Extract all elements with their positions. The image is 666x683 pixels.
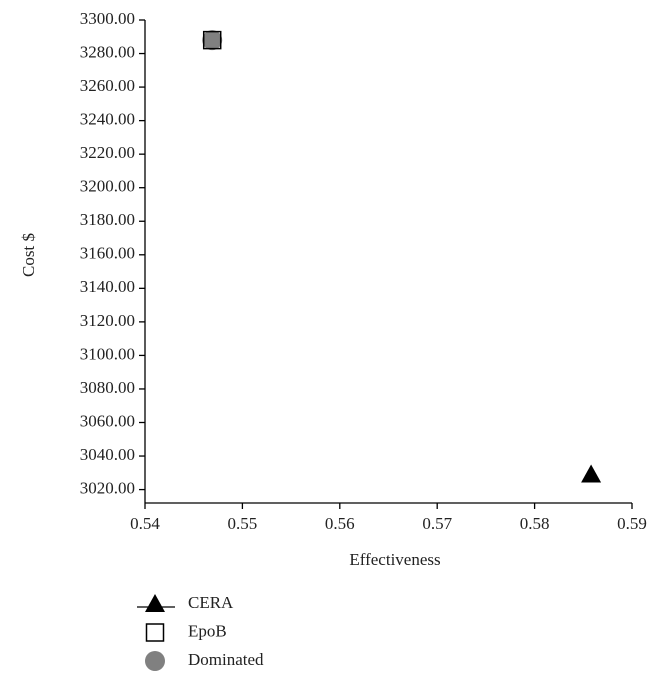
legend-marker (145, 623, 165, 642)
y-tick-label: 3180.00 (80, 210, 135, 229)
y-tick-label: 3300.00 (80, 9, 135, 28)
legend-marker (145, 651, 165, 671)
y-tick-label: 3100.00 (80, 344, 135, 363)
point (202, 30, 223, 51)
y-tick-label: 3200.00 (80, 177, 135, 196)
y-tick-label: 3160.00 (80, 244, 135, 263)
y-tick-label: 3040.00 (80, 445, 135, 464)
x-axis-label: Effectiveness (349, 550, 440, 569)
y-tick-label: 3060.00 (80, 411, 135, 430)
legend-label: Dominated (188, 650, 264, 669)
x-tick-label: 0.55 (228, 514, 258, 533)
x-tick-label: 0.56 (325, 514, 355, 533)
y-tick-label: 3120.00 (80, 311, 135, 330)
point (581, 464, 602, 483)
legend-label: CERA (188, 593, 234, 612)
point (202, 30, 222, 50)
y-axis-label: Cost $ (19, 233, 38, 277)
y-tick-label: 3020.00 (80, 478, 135, 497)
x-tick-label: 0.59 (617, 514, 647, 533)
legend-marker (145, 594, 165, 612)
y-tick-label: 3240.00 (80, 110, 135, 129)
x-tick-label: 0.57 (422, 514, 452, 533)
x-tick-label: 0.54 (130, 514, 160, 533)
y-tick-label: 3220.00 (80, 143, 135, 162)
legend-label: EpoB (188, 621, 227, 640)
y-tick-label: 3260.00 (80, 76, 135, 95)
x-tick-label: 0.58 (520, 514, 550, 533)
y-tick-label: 3080.00 (80, 378, 135, 397)
y-tick-label: 3140.00 (80, 277, 135, 296)
y-tick-label: 3280.00 (80, 42, 135, 61)
